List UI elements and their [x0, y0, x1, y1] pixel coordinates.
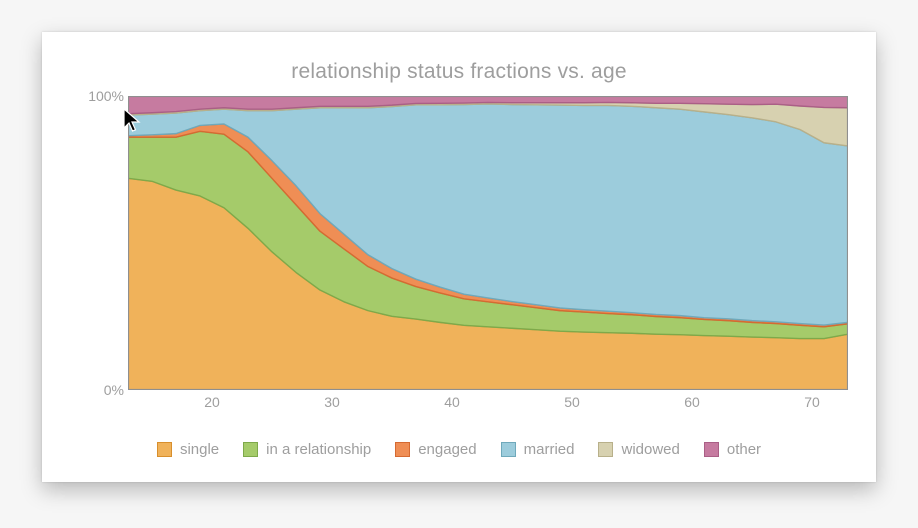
- x-axis-labels: 203040506070: [128, 96, 848, 390]
- legend-swatch: [704, 442, 719, 457]
- legend-label: in a relationship: [266, 441, 371, 458]
- legend-swatch: [598, 442, 613, 457]
- legend-swatch: [501, 442, 516, 457]
- legend-item-in-a-relationship: in a relationship: [243, 441, 371, 458]
- x-axis-label: 50: [564, 394, 580, 410]
- x-axis-label: 70: [804, 394, 820, 410]
- legend-label: widowed: [621, 441, 679, 458]
- legend-label: other: [727, 441, 761, 458]
- chart-title: relationship status fractions vs. age: [70, 60, 848, 84]
- legend-swatch: [395, 442, 410, 457]
- legend-label: married: [524, 441, 575, 458]
- legend-swatch: [243, 442, 258, 457]
- x-axis-label: 30: [324, 394, 340, 410]
- x-axis-label: 40: [444, 394, 460, 410]
- x-axis-label: 20: [204, 394, 220, 410]
- chart-padding: relationship status fractions vs. age 0%…: [70, 60, 848, 454]
- legend-label: single: [180, 441, 219, 458]
- legend-item-married: married: [501, 441, 575, 458]
- legend-item-engaged: engaged: [395, 441, 476, 458]
- x-axis-label: 60: [684, 394, 700, 410]
- chart-card: relationship status fractions vs. age 0%…: [42, 32, 876, 482]
- legend-label: engaged: [418, 441, 476, 458]
- plot-area: 0%100% 203040506070: [128, 96, 848, 390]
- y-axis-label: 0%: [104, 382, 124, 398]
- legend-item-widowed: widowed: [598, 441, 679, 458]
- legend-item-single: single: [157, 441, 219, 458]
- legend-swatch: [157, 442, 172, 457]
- legend-item-other: other: [704, 441, 761, 458]
- legend: single in a relationship engaged married wid…: [70, 441, 848, 458]
- y-axis-label: 100%: [88, 88, 124, 104]
